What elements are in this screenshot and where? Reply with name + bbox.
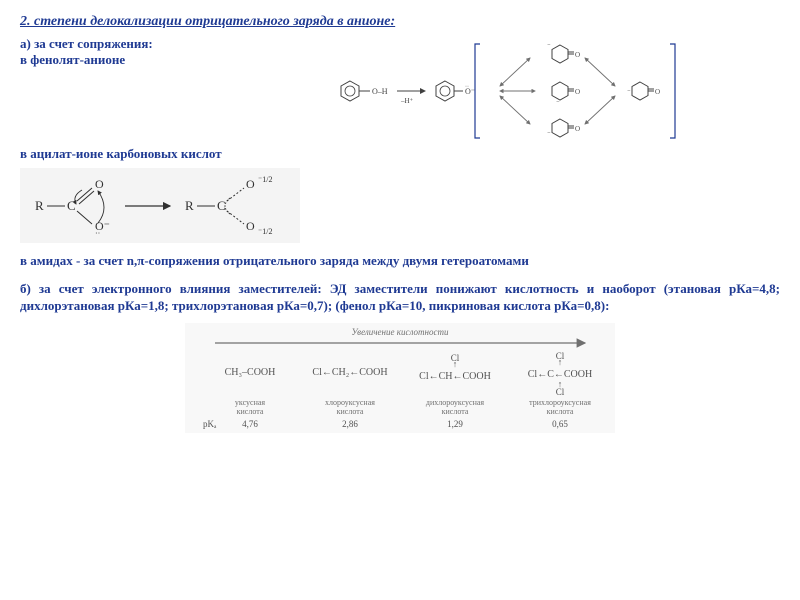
svg-text:⁻: ⁻ [627,88,631,96]
svg-text:4,76: 4,76 [242,419,258,429]
svg-text:··: ·· [95,229,100,238]
svg-text:кислота: кислота [237,407,264,416]
svg-text:CH₃–COOH: CH₃–COOH [225,367,276,378]
svg-text:кислота: кислота [547,407,574,416]
section-heading: 2. степени делокализации отрицательного … [20,14,780,30]
acylate-label: в ацилат-ионе карбоновых кислот [20,146,780,162]
svg-text:O: O [655,88,660,96]
svg-text:O: O [575,88,580,96]
phenolate-resonance-diagram: O–H –H⁺ O ⁻ ·· [250,36,780,146]
amide-paragraph: в амидах - за счет n,π-сопряжения отрица… [20,253,780,270]
svg-text:⁻1/2: ⁻1/2 [258,227,272,236]
svg-text:хлороуксусная: хлороуксусная [325,398,375,407]
svg-text:O: O [246,177,255,191]
svg-text:O: O [95,177,104,191]
svg-text:Cl←CH←COOH: Cl←CH←COOH [419,371,491,382]
svg-text:Cl: Cl [556,387,565,397]
svg-text:⁻: ⁻ [547,130,551,138]
svg-text:Cl←CH₂←COOH: Cl←CH₂←COOH [312,367,387,378]
acidity-title: Увеличение кислотности [352,327,449,337]
svg-text:уксусная: уксусная [235,398,266,407]
svg-text:R: R [185,198,194,213]
svg-text:трихлороуксусная: трихлороуксусная [529,398,591,407]
svg-text:⁻: ⁻ [547,42,551,50]
svg-text:C: C [67,198,76,213]
phenolate-label: в фенолят-анионе [20,52,250,68]
subsection-a-label: а) за счет сопряжения: [20,36,250,52]
svg-text:дихлороуксусная: дихлороуксусная [426,398,485,407]
svg-text:pKₐ: pKₐ [203,419,217,429]
svg-text:⁻: ⁻ [556,99,560,107]
svg-text:O: O [575,51,580,59]
svg-text:0,65: 0,65 [552,419,568,429]
svg-text:O–H: O–H [372,87,388,96]
svg-text:2,86: 2,86 [342,419,358,429]
svg-text:R: R [35,198,44,213]
acylate-diagram: R C O O⁻ ·· R C O ⁻1/2 O ⁻1/2 [20,168,780,243]
svg-text:1,29: 1,29 [447,419,463,429]
svg-text:–H⁺: –H⁺ [400,97,414,105]
svg-text:кислота: кислота [337,407,364,416]
svg-text:кислота: кислота [442,407,469,416]
acidity-series-chart: Увеличение кислотности CH₃–COOH уксусная… [20,323,780,433]
svg-text:··: ·· [465,84,469,90]
svg-text:↑: ↑ [558,357,563,367]
svg-text:O: O [246,219,255,233]
svg-text:↑: ↑ [453,359,458,369]
svg-text:C: C [217,198,226,213]
subsection-b-text: б) за счет электронного влияния заместит… [20,280,780,315]
svg-text:O: O [575,125,580,133]
svg-text:⁻1/2: ⁻1/2 [258,175,272,184]
